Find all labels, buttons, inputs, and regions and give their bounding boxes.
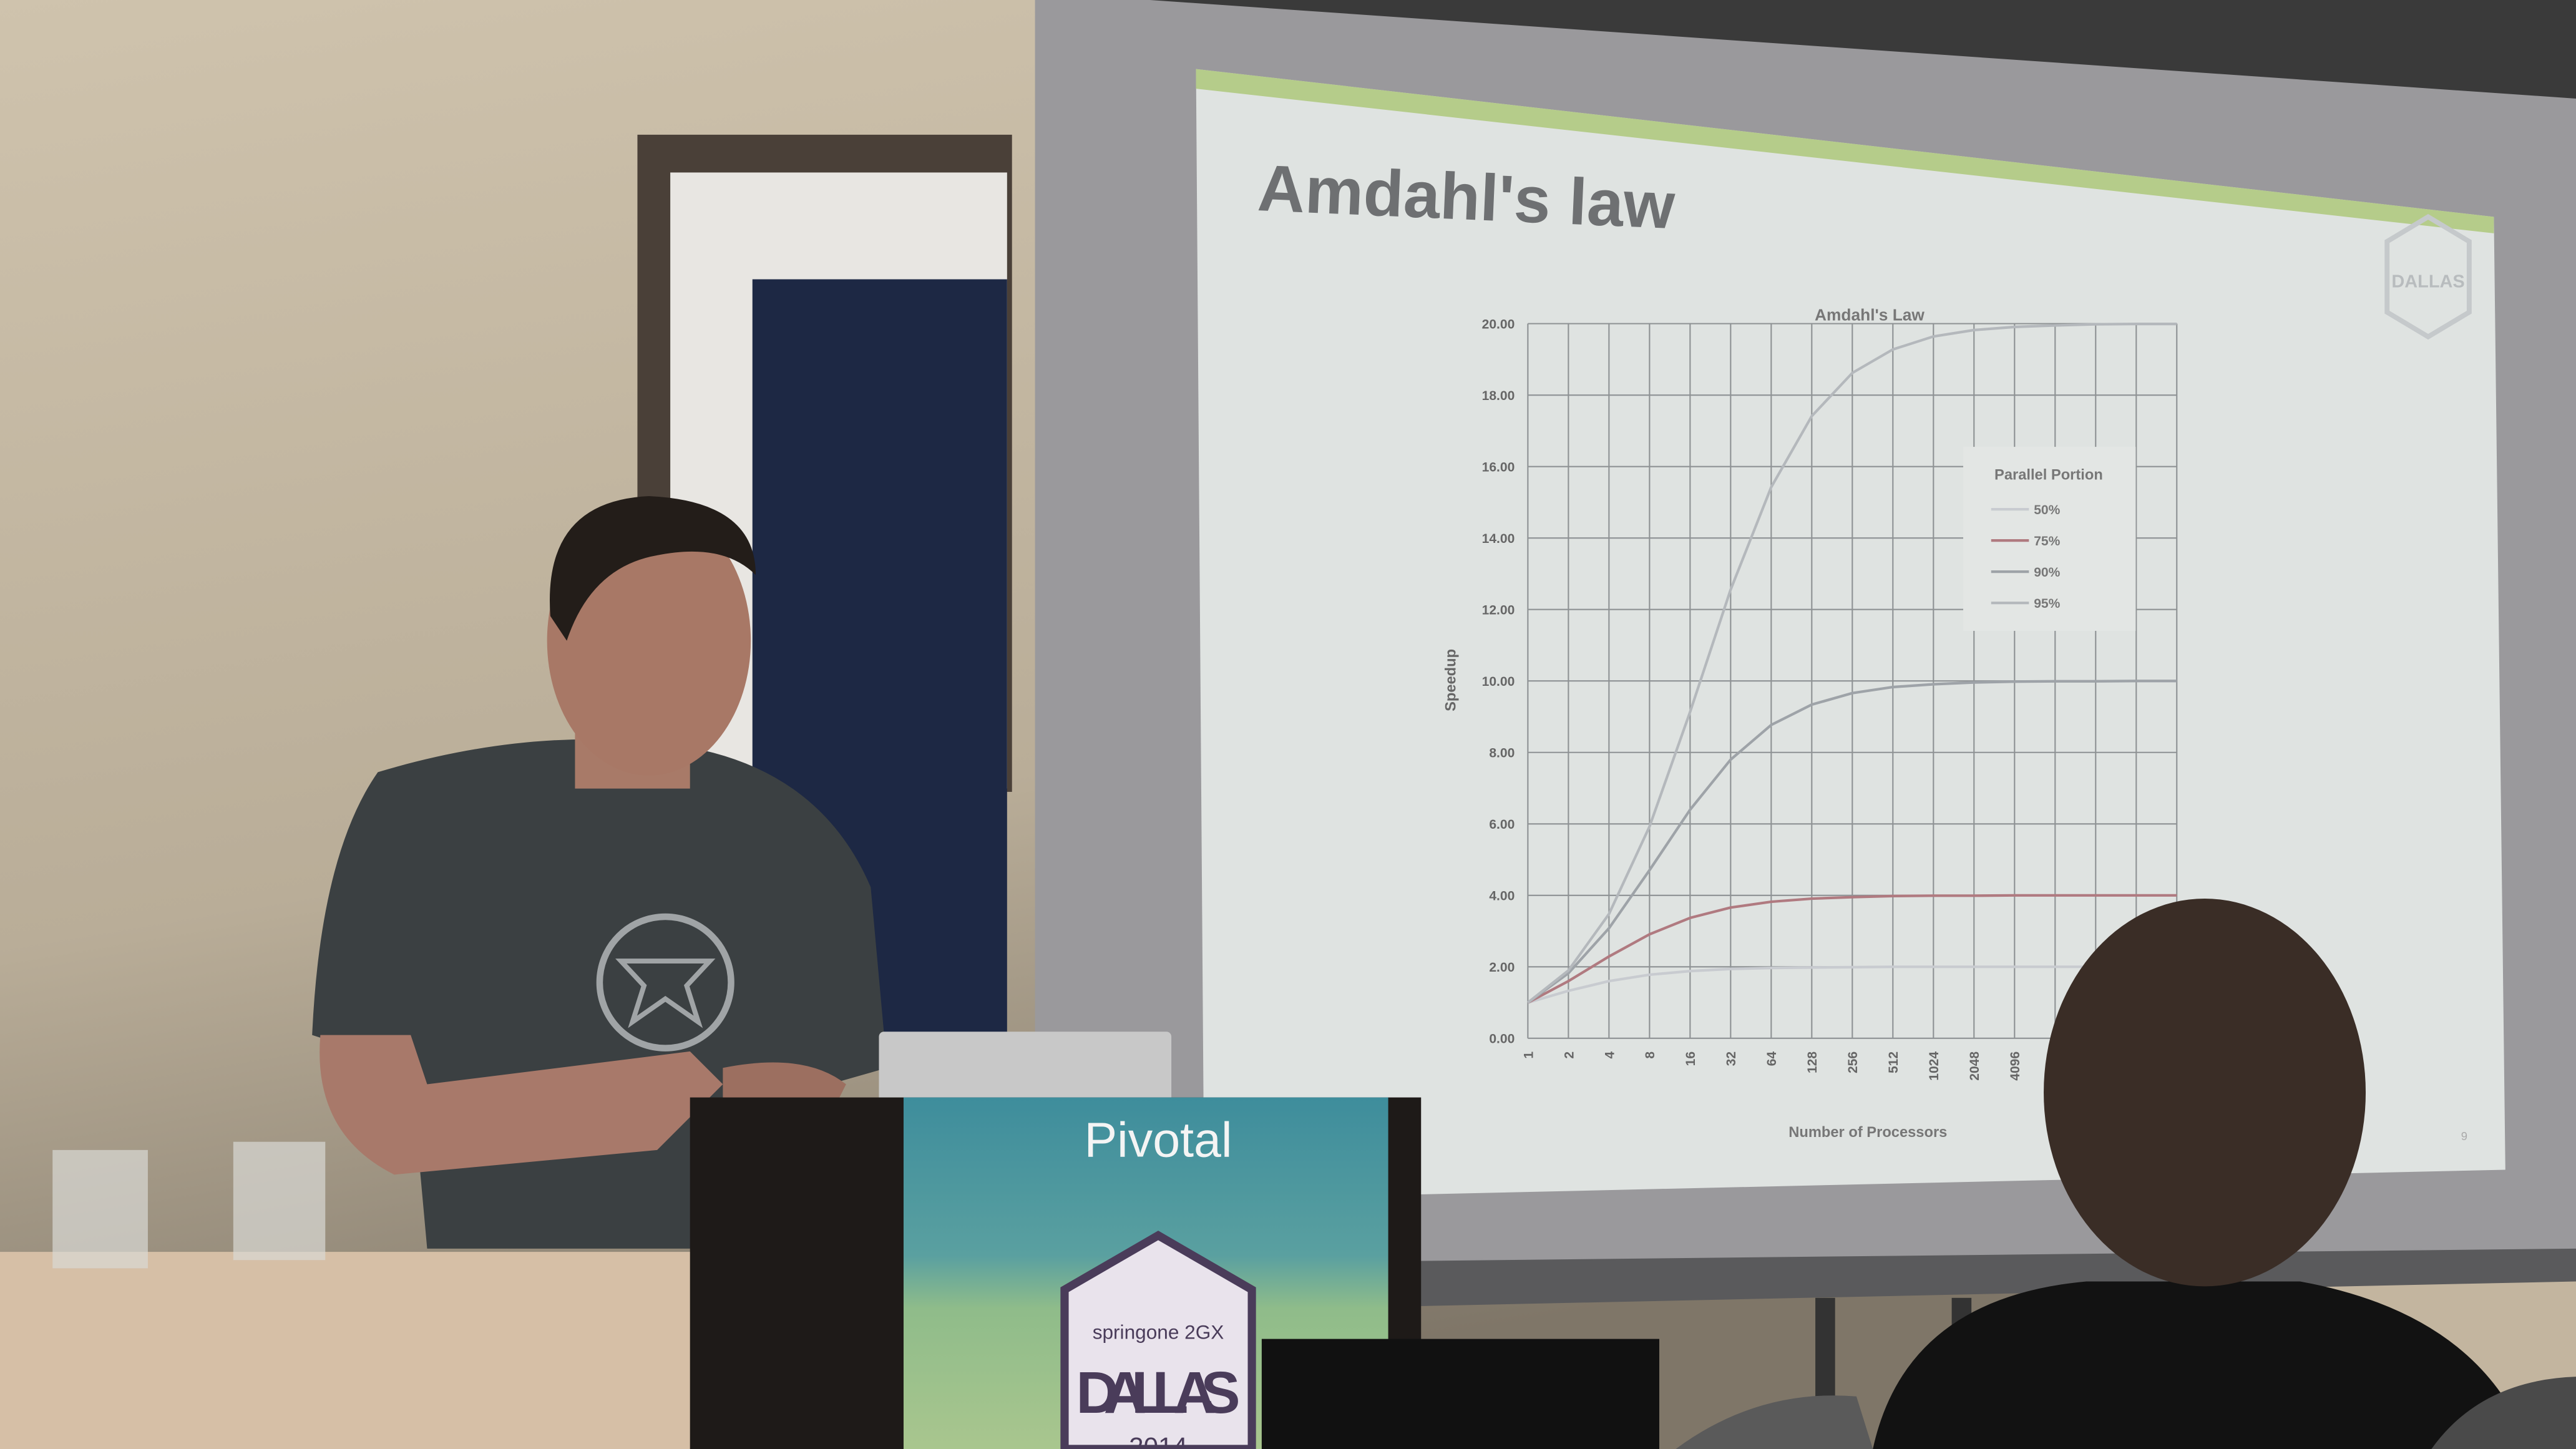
x-tick-label: 1024 [1927,1051,1941,1081]
svg-text:DALLAS: DALLAS [2391,272,2464,292]
y-tick-label: 2.00 [1489,960,1515,975]
x-tick-label: 4 [1603,1051,1617,1059]
y-axis-label: Speedup [1443,649,1460,711]
x-tick-label: 128 [1805,1051,1820,1073]
series-line-95pct [1527,323,2177,1004]
x-tick-label: 32 [1724,1051,1739,1066]
chair [1676,1395,1873,1449]
svg-text:springone 2GX: springone 2GX [1093,1321,1224,1344]
laptop [879,1032,1172,1105]
banner-brand: Pivotal [1085,1112,1232,1167]
series-line-75pct [1527,894,2177,1004]
series-line-90pct [1527,680,2177,1004]
chair [2431,1377,2576,1449]
screen-stand [1815,1297,1835,1413]
table [0,1252,710,1449]
series-line-50pct [1527,965,2177,1004]
y-tick-label: 16.00 [1482,461,1515,475]
amdahl-chart: Amdahl's Law Speedup Number of Processor… [1443,305,2185,1140]
slide-page-number: 9 [2461,1129,2467,1143]
x-tick-label: 8 [1643,1051,1657,1059]
y-tick-label: 8.00 [1489,746,1515,761]
x-tick-label: 64 [1765,1051,1779,1066]
legend-label: 50% [2034,503,2060,517]
legend-label: 90% [2034,565,2060,580]
legend-label: 75% [2034,534,2060,549]
slide-accent-bar [1196,69,2494,233]
x-tick-label: 2 [1562,1051,1576,1059]
chart-title: Amdahl's Law [1815,305,1925,324]
x-tick-label: 512 [1886,1051,1901,1073]
y-tick-label: 6.00 [1489,817,1515,832]
y-tick-label: 10.00 [1482,675,1515,689]
audience-laptop [1261,1339,1659,1449]
glass [52,1149,148,1269]
x-axis-label: Number of Processors [1788,1125,1947,1141]
y-tick-label: 12.00 [1482,603,1515,618]
legend: Parallel Portion 50% 75% 90% 95% [1963,447,2136,631]
x-tick-label: 4096 [2008,1051,2022,1081]
audience-member [1873,1281,2530,1449]
svg-text:2014: 2014 [1129,1432,1188,1449]
x-tick-label: 1 [1521,1051,1536,1059]
slide-logo: DALLAS [2384,213,2472,340]
x-tick-label: 16 [1684,1051,1698,1066]
screen-frame-top [1149,0,2576,99]
x-tick-label: 2048 [1968,1051,1982,1081]
audience-head [2044,899,2366,1287]
y-tick-label: 14.00 [1482,532,1515,546]
x-tick-label: 256 [1846,1051,1860,1073]
slide-title: Amdahl's law [1256,152,1677,243]
svg-text:DALLAS: DALLAS [1076,1360,1240,1426]
legend-title: Parallel Portion [1994,467,2103,484]
y-tick-label: 4.00 [1489,889,1515,904]
y-tick-label: 0.00 [1489,1032,1515,1046]
glass [233,1141,326,1261]
y-tick-label: 18.00 [1482,389,1515,403]
legend-label: 95% [2034,597,2060,611]
y-tick-label: 20.00 [1482,318,1515,332]
springone-badge: springone 2GX DALLAS 2014 [1060,1231,1256,1449]
